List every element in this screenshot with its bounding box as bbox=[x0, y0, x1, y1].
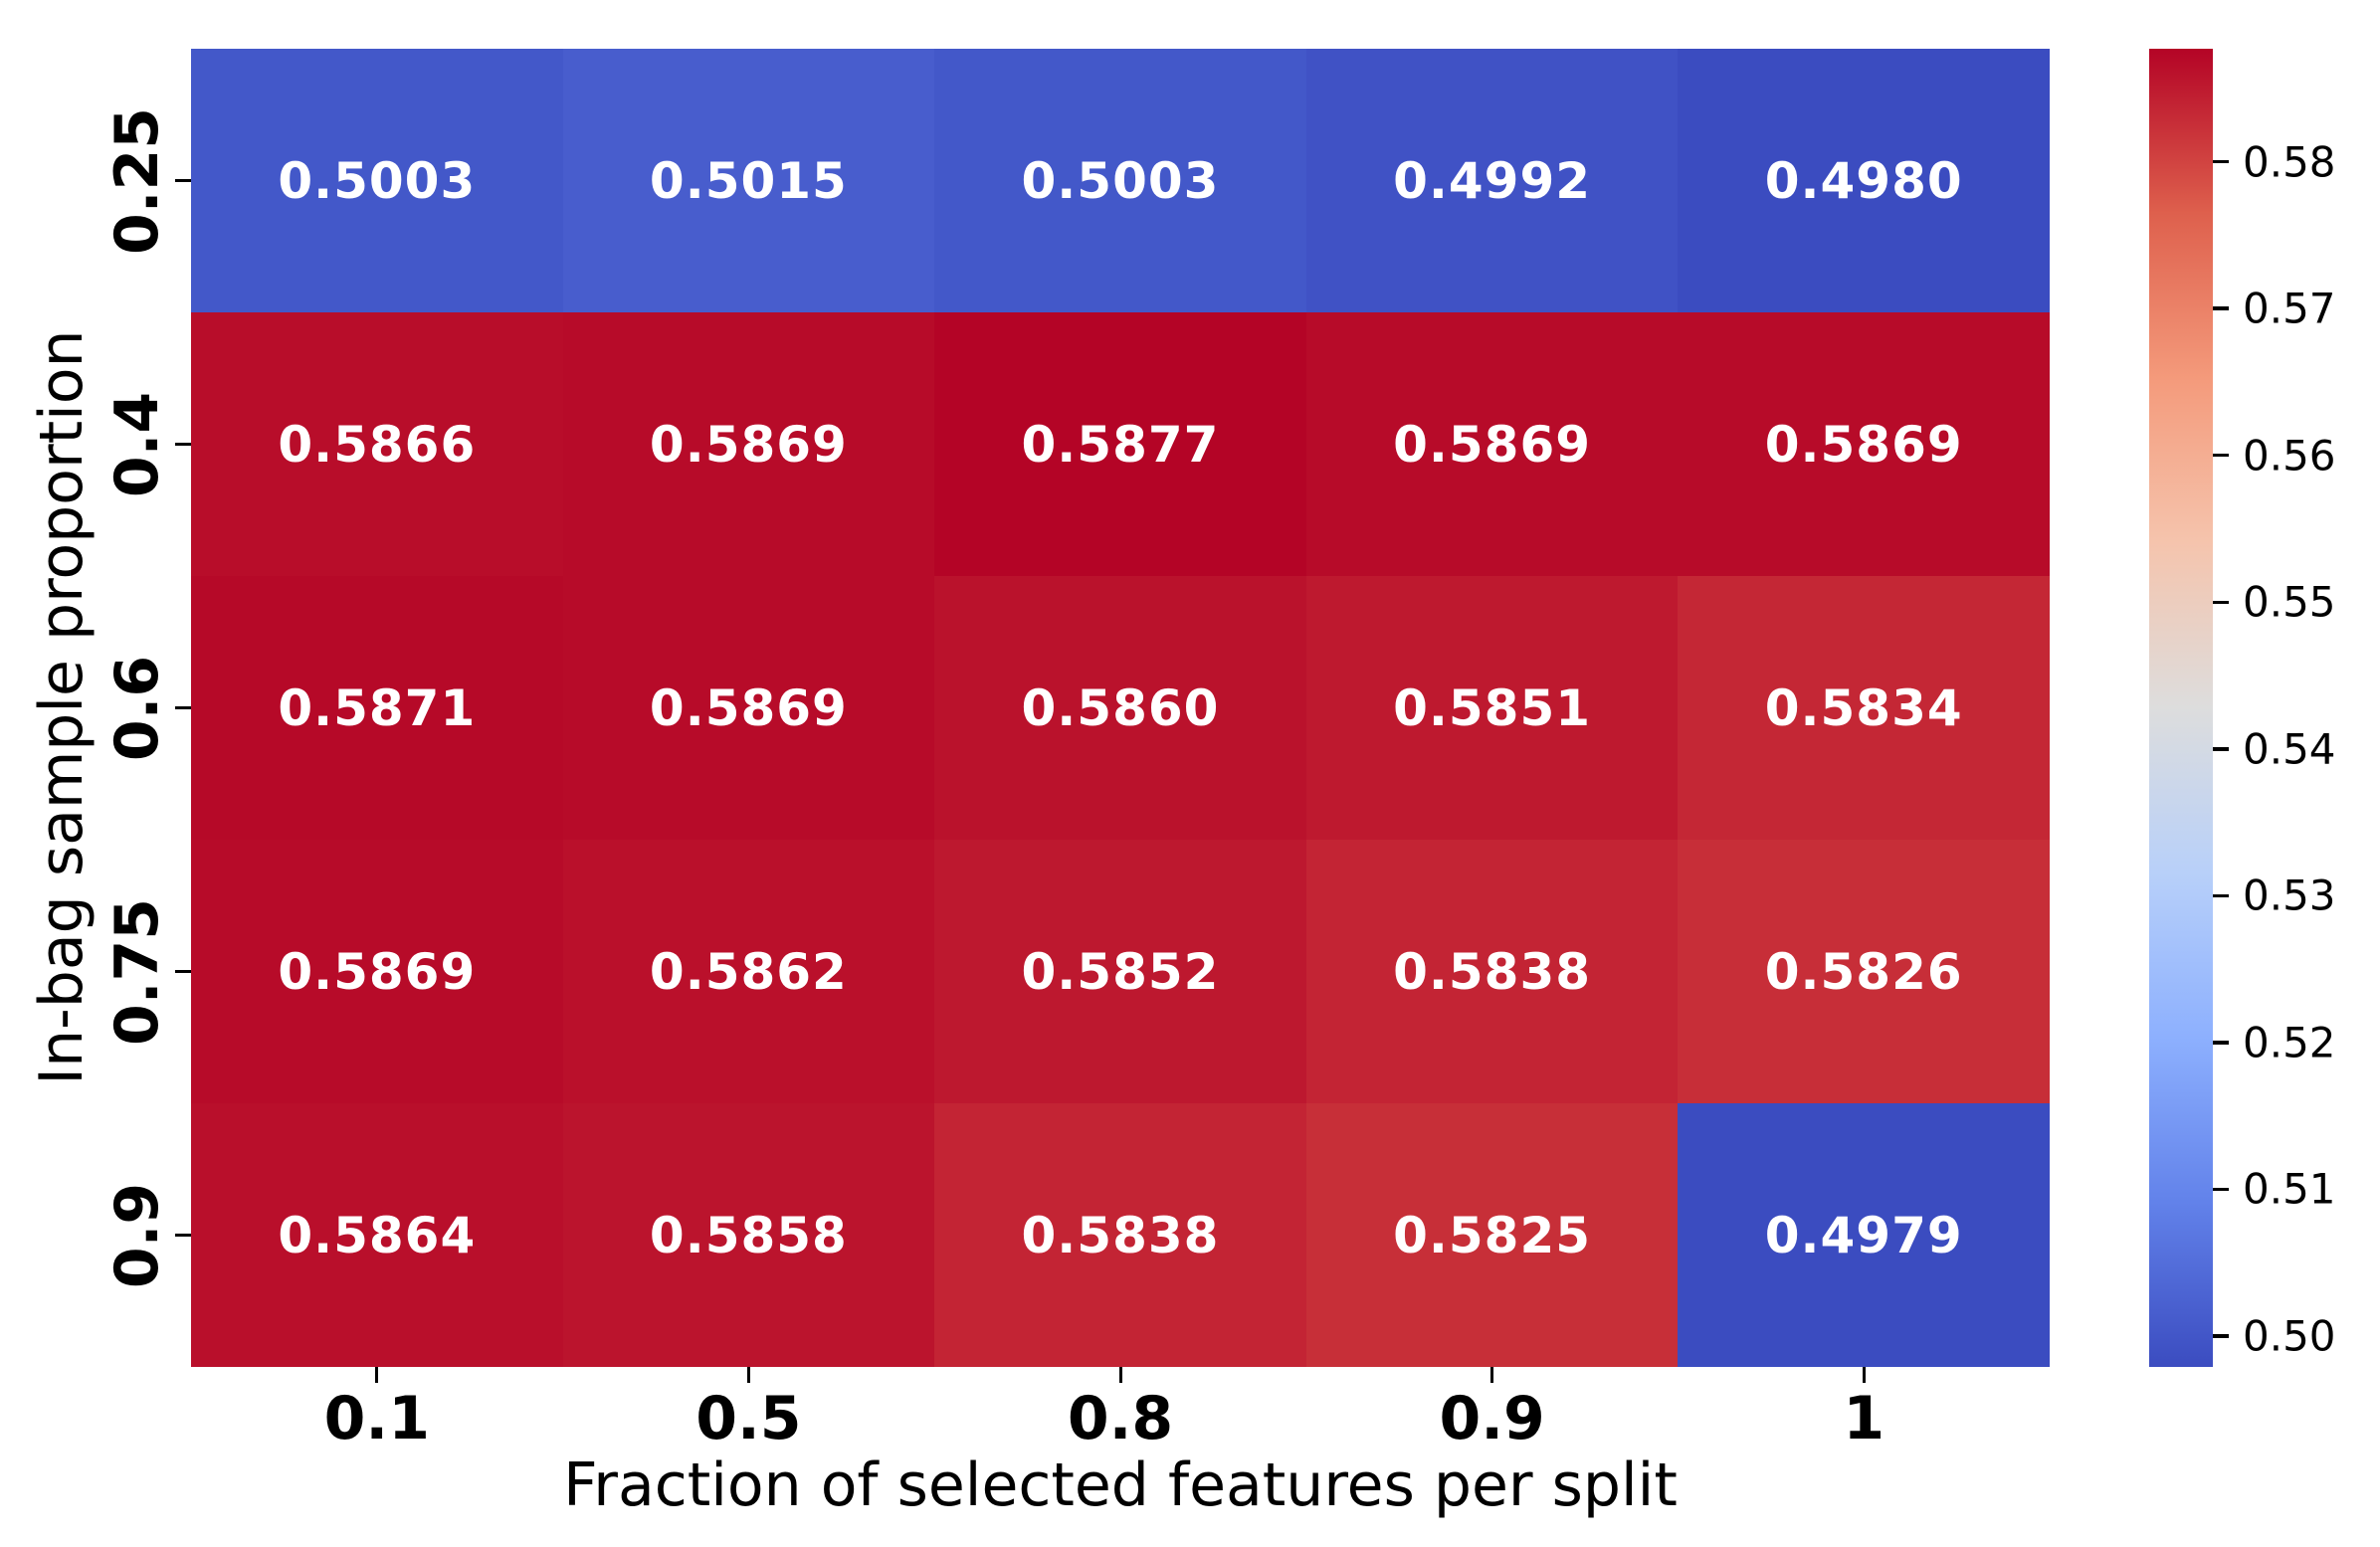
heatmap-cell-value: 0.5871 bbox=[278, 678, 477, 737]
x-tick-label: 1 bbox=[1843, 1384, 1885, 1453]
colorbar-tick-mark bbox=[2213, 159, 2229, 164]
y-axis-label: In-bag sample proportion bbox=[27, 329, 97, 1085]
heatmap-cell-value: 0.5852 bbox=[1021, 942, 1220, 1001]
heatmap-cell-value: 0.5834 bbox=[1764, 678, 1963, 737]
heatmap-cell: 0.4979 bbox=[1678, 1103, 2050, 1367]
heatmap-cell: 0.5864 bbox=[191, 1103, 563, 1367]
colorbar-tick-label: 0.53 bbox=[2243, 870, 2336, 920]
colorbar-tick-mark bbox=[2213, 893, 2229, 898]
heatmap-cell: 0.5003 bbox=[934, 49, 1306, 312]
heatmap-cell-value: 0.5862 bbox=[649, 942, 848, 1001]
y-tick-mark bbox=[175, 443, 191, 446]
heatmap-cell-value: 0.4979 bbox=[1764, 1206, 1963, 1264]
colorbar-tick-mark bbox=[2213, 747, 2229, 751]
heatmap-cell-value: 0.5860 bbox=[1021, 678, 1220, 737]
colorbar-tick-mark bbox=[2213, 306, 2229, 310]
y-tick-label: 0.9 bbox=[102, 1182, 172, 1288]
heatmap-cell: 0.5869 bbox=[191, 840, 563, 1103]
x-tick-mark bbox=[746, 1367, 750, 1383]
heatmap-cell-value: 0.5869 bbox=[278, 942, 477, 1001]
heatmap-cell-value: 0.5869 bbox=[1764, 415, 1963, 474]
heatmap-cell: 0.5869 bbox=[562, 576, 935, 840]
heatmap-cell: 0.5869 bbox=[1305, 312, 1679, 576]
heatmap-cell-value: 0.5825 bbox=[1393, 1206, 1592, 1264]
colorbar-tick-label: 0.57 bbox=[2243, 284, 2336, 333]
heatmap-cell: 0.5858 bbox=[562, 1103, 935, 1367]
heatmap-cell: 0.4980 bbox=[1678, 49, 2050, 312]
y-tick-mark bbox=[175, 179, 191, 182]
colorbar-tick-label: 0.52 bbox=[2243, 1018, 2336, 1067]
heatmap-cell: 0.5860 bbox=[934, 576, 1306, 840]
colorbar-tick-label: 0.51 bbox=[2243, 1164, 2336, 1214]
heatmap-cell-value: 0.5003 bbox=[1021, 151, 1220, 210]
heatmap-cell-value: 0.5015 bbox=[649, 151, 848, 210]
heatmap-cell: 0.5866 bbox=[191, 312, 563, 576]
colorbar-tick-mark bbox=[2213, 1041, 2229, 1045]
y-tick-label: 0.6 bbox=[102, 655, 172, 761]
x-tick-mark bbox=[375, 1367, 379, 1383]
x-tick-label: 0.5 bbox=[695, 1384, 802, 1453]
heatmap-cell-value: 0.5851 bbox=[1393, 678, 1592, 737]
heatmap-cell: 0.5834 bbox=[1678, 576, 2050, 840]
heatmap-cell: 0.5015 bbox=[562, 49, 935, 312]
heatmap-cell: 0.5825 bbox=[1305, 1103, 1679, 1367]
colorbar-tick-mark bbox=[2213, 1334, 2229, 1338]
y-tick-mark bbox=[175, 706, 191, 709]
heatmap-cell-value: 0.5838 bbox=[1393, 942, 1592, 1001]
colorbar-tick-label: 0.56 bbox=[2243, 431, 2336, 481]
heatmap-cell-value: 0.5003 bbox=[278, 151, 477, 210]
heatmap-cell-value: 0.5877 bbox=[1021, 415, 1220, 474]
heatmap-cell-value: 0.4992 bbox=[1393, 151, 1592, 210]
heatmap-cell: 0.5871 bbox=[191, 576, 563, 840]
heatmap-cell-value: 0.5869 bbox=[649, 415, 848, 474]
y-tick-mark bbox=[175, 970, 191, 973]
heatmap-cell-value: 0.5869 bbox=[1393, 415, 1592, 474]
heatmap-cell-value: 0.5838 bbox=[1021, 1206, 1220, 1264]
heatmap-cell-value: 0.5864 bbox=[278, 1206, 477, 1264]
heatmap-cell: 0.5869 bbox=[1678, 312, 2050, 576]
colorbar-tick-mark bbox=[2213, 1187, 2229, 1192]
colorbar-tick-label: 0.58 bbox=[2243, 137, 2336, 187]
colorbar-tick-label: 0.55 bbox=[2243, 577, 2336, 627]
heatmap-cell-value: 0.5858 bbox=[649, 1206, 848, 1264]
heatmap-cell: 0.5852 bbox=[934, 840, 1306, 1103]
x-tick-label: 0.9 bbox=[1439, 1384, 1545, 1453]
x-tick-label: 0.8 bbox=[1067, 1384, 1174, 1453]
y-tick-label: 0.4 bbox=[102, 391, 172, 497]
heatmap-cell: 0.5869 bbox=[562, 312, 935, 576]
heatmap-cell: 0.5851 bbox=[1305, 576, 1679, 840]
y-tick-mark bbox=[175, 1234, 191, 1237]
x-axis-label: Fraction of selected features per split bbox=[563, 1450, 1678, 1520]
heatmap-cell: 0.5877 bbox=[934, 312, 1306, 576]
heatmap-cell: 0.5862 bbox=[562, 840, 935, 1103]
heatmap-cell: 0.5826 bbox=[1678, 840, 2050, 1103]
x-tick-label: 0.1 bbox=[323, 1384, 430, 1453]
heatmap-cell: 0.5838 bbox=[1305, 840, 1679, 1103]
colorbar-tick-label: 0.50 bbox=[2243, 1311, 2336, 1361]
heatmap-cell-value: 0.5869 bbox=[649, 678, 848, 737]
heatmap-cell-value: 0.5866 bbox=[278, 415, 477, 474]
colorbar-tick-mark bbox=[2213, 600, 2229, 604]
x-tick-mark bbox=[1118, 1367, 1122, 1383]
heatmap-cell-value: 0.5826 bbox=[1764, 942, 1963, 1001]
heatmap-cell: 0.4992 bbox=[1305, 49, 1679, 312]
colorbar-tick-mark bbox=[2213, 453, 2229, 458]
x-tick-mark bbox=[1490, 1367, 1494, 1383]
heatmap-cell: 0.5003 bbox=[191, 49, 563, 312]
y-tick-label: 0.75 bbox=[102, 897, 172, 1046]
colorbar-tick-label: 0.54 bbox=[2243, 724, 2336, 774]
heatmap-cell-value: 0.4980 bbox=[1764, 151, 1963, 210]
y-tick-label: 0.25 bbox=[102, 106, 172, 255]
colorbar bbox=[2149, 49, 2213, 1367]
heatmap-plot-area: 0.5003 0.5015 0.5003 0.4992 0.4980 0.5866 0.58… bbox=[191, 49, 2050, 1367]
heatmap-cell: 0.5838 bbox=[934, 1103, 1306, 1367]
x-tick-mark bbox=[1862, 1367, 1866, 1383]
